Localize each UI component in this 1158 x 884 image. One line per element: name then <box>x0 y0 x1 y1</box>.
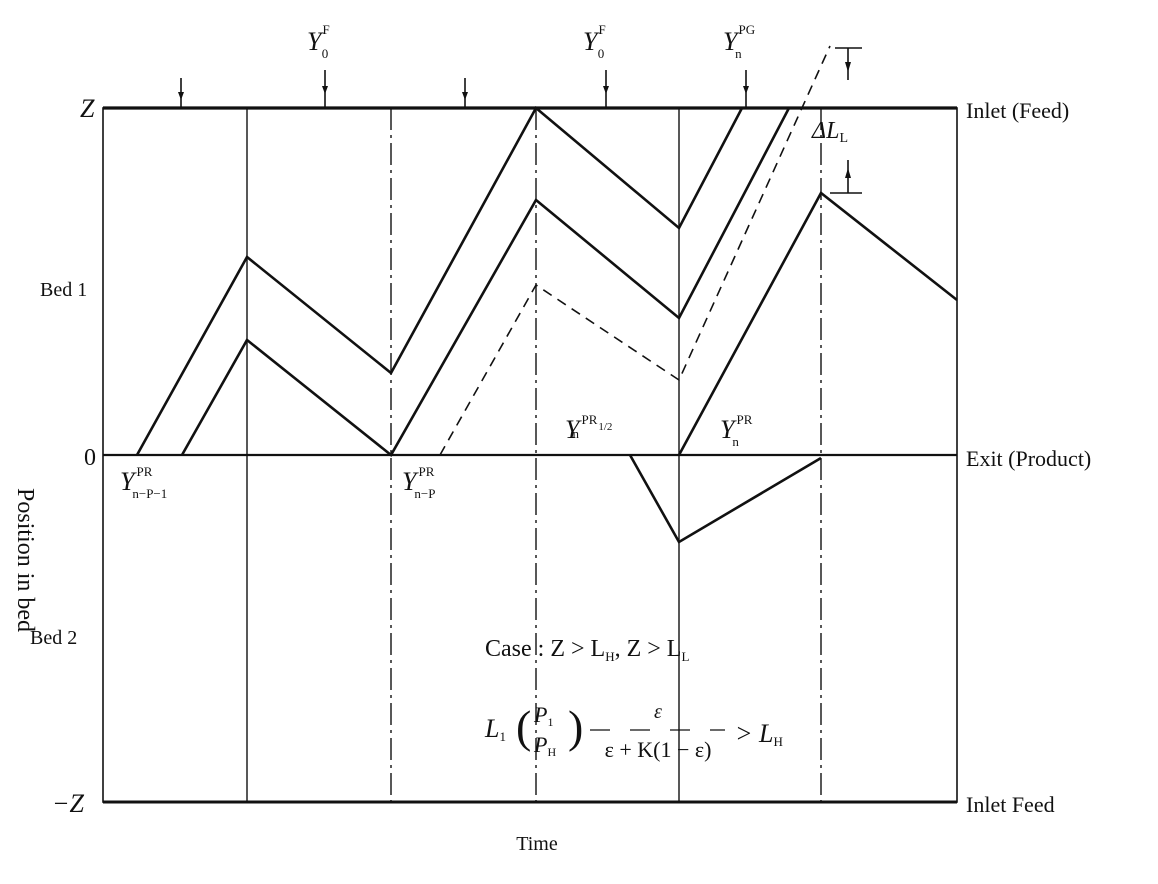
front-profile-dashed <box>439 45 831 456</box>
front-profile-2 <box>180 107 791 457</box>
svg-text:PH: PH <box>533 732 556 759</box>
curve-label-n-p: Y PR n−P <box>402 464 435 501</box>
label-minus-z: −Z <box>52 789 85 818</box>
top-label-y0f-1: YF 0 <box>307 22 330 61</box>
arrow-icon <box>743 70 749 108</box>
x-axis-title: Time <box>516 833 558 855</box>
bed2-profile <box>628 454 822 544</box>
svg-text:P1: P1 <box>533 702 553 729</box>
label-exit-product: Exit (Product) <box>966 446 1091 471</box>
top-label-y0f-2: YF 0 <box>583 22 606 61</box>
svg-text:L1: L1 <box>484 714 506 744</box>
arrow-icon <box>603 70 609 108</box>
front-profile-1 <box>135 105 744 456</box>
arrow-icon <box>178 78 184 108</box>
arrow-icon <box>322 70 328 108</box>
label-inlet-feed-top: Inlet (Feed) <box>966 98 1069 123</box>
top-label-ynpg: YPG n <box>723 22 755 61</box>
label-bed1: Bed 1 <box>40 279 87 301</box>
label-zero: 0 <box>84 445 96 471</box>
delta-l-marker <box>830 47 862 194</box>
case-condition: Case : Z > LH, Z > LL <box>485 636 689 664</box>
curve-label-n-half: Y PR1/2n <box>565 412 612 444</box>
label-bed2: Bed 2 <box>30 627 77 649</box>
label-inlet-feed-bottom: Inlet Feed <box>966 792 1055 817</box>
svg-text:(: ( <box>516 701 531 752</box>
front-profile-3 <box>677 191 958 456</box>
svg-text:ε + K(1 − ε): ε + K(1 − ε) <box>605 737 712 762</box>
feed-arrows <box>178 70 749 108</box>
delta-l-label: ΔLL <box>811 118 848 146</box>
curve-label-n: Y PR n <box>720 412 753 449</box>
curve-label-n-p-1: Y PR n−P−1 <box>120 464 167 501</box>
arrow-icon <box>462 78 468 108</box>
svg-text:> LH: > LH <box>735 719 783 749</box>
svg-text:): ) <box>568 701 583 752</box>
label-z: Z <box>80 94 95 123</box>
y-axis-title: Position in bed <box>12 488 38 632</box>
case-inequality: L1 ( P1 PH ) ε ε + K(1 − ε) > LH <box>484 701 783 762</box>
svg-text:ε: ε <box>654 701 662 723</box>
